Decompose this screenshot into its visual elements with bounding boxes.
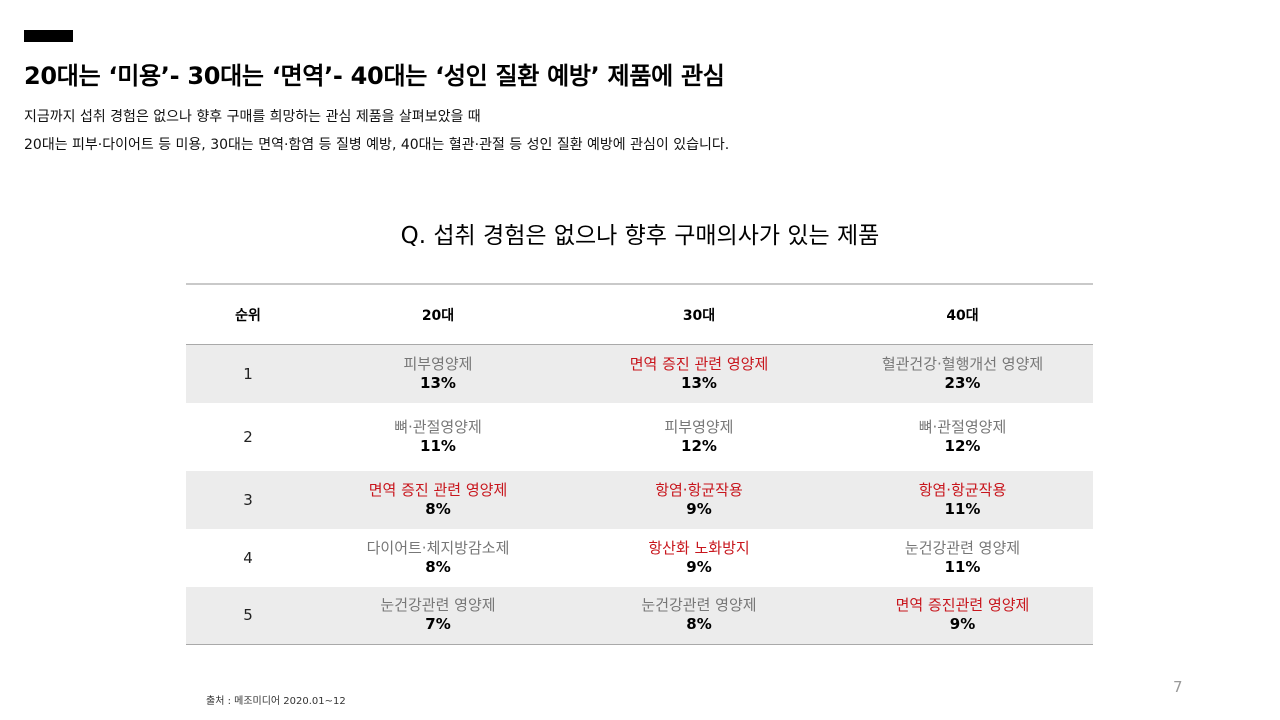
table-row: 1 피부영양제 13% 면역 증진 관련 영양제 13% 혈관건강·혈행개선 영양제 23% [186,344,1093,403]
product-name: 눈건강관련 영양제 [904,538,1021,557]
header-rank: 순위 [186,283,310,345]
product-name: 항산화 노화방지 [648,538,750,557]
header-20s: 20대 [310,283,566,345]
product-name: 항염·항균작용 [655,480,743,499]
product-cell: 면역 증진 관련 영양제 13% [566,344,832,403]
product-cell: 뼈·관절영양제 12% [832,403,1093,471]
description-line-1: 지금까지 섭취 경험은 없으나 향후 구매를 희망하는 관심 제품을 살펴보았을… [24,109,481,125]
product-cell: 눈건강관련 영양제 7% [310,586,566,645]
product-cell: 항산화 노화방지 9% [566,529,832,587]
product-name: 피부영양제 [664,417,734,436]
source-note: 출처 : 메조미디어 2020.01~12 [206,696,346,707]
header-30s: 30대 [566,283,832,345]
table-row: 3 면역 증진 관련 영양제 8% 항염·항균작용 9% 항염·항균작용 11% [186,470,1093,529]
product-name: 혈관건강·혈행개선 영양제 [881,354,1044,373]
header-40s: 40대 [832,283,1093,345]
product-cell: 면역 증진 관련 영양제 8% [310,470,566,529]
product-percent: 23% [944,373,981,392]
ranking-table: 순위 20대 30대 40대 1 피부영양제 13% 면역 증진 관련 영양제 13% 혈… [186,283,1093,645]
table-row: 4 다이어트·체지방감소제 8% 항산화 노화방지 9% 눈건강관련 영양제 11% [186,529,1093,587]
page-title: 20대는 ‘미용’- 30대는 ‘면역’- 40대는 ‘성인 질환 예방’ 제품… [24,62,725,90]
product-name: 뼈·관절영양제 [394,417,482,436]
rank-cell: 2 [243,427,253,446]
product-cell: 다이어트·체지방감소제 8% [310,529,566,587]
product-percent: 8% [425,557,451,576]
title-accent-bar [24,30,73,42]
rank-cell: 1 [186,344,310,403]
product-percent: 9% [686,499,712,518]
product-name: 눈건강관련 영양제 [380,596,496,615]
product-percent: 12% [681,436,717,455]
product-cell: 눈건강관련 영양제 8% [566,586,832,645]
product-name: 눈건강관련 영양제 [641,596,757,615]
product-cell: 뼈·관절영양제 11% [310,403,566,471]
product-cell: 항염·항균작용 9% [566,470,832,529]
product-cell: 피부영양제 13% [310,344,566,403]
product-percent: 11% [420,436,456,455]
product-percent: 9% [949,615,976,634]
rank-cell: 5 [186,586,310,645]
product-cell: 면역 증진관련 영양제 9% [832,586,1093,645]
product-name: 뼈·관절영양제 [918,417,1007,436]
product-name: 면역 증진 관련 영양제 [368,480,508,499]
table-header-row: 순위 20대 30대 40대 [186,283,1093,345]
product-percent: 13% [681,373,717,392]
product-cell: 피부영양제 12% [566,403,832,471]
product-percent: 13% [420,373,456,392]
product-name: 피부영양제 [403,354,473,373]
product-percent: 12% [944,436,981,455]
product-cell: 눈건강관련 영양제 11% [832,529,1093,587]
survey-question: Q. 섭취 경험은 없으나 향후 구매의사가 있는 제품 [400,223,880,249]
table-row: 5 눈건강관련 영양제 7% 눈건강관련 영양제 8% 면역 증진관련 영양제 9% [186,586,1093,645]
rank-cell: 4 [243,548,253,567]
product-percent: 7% [425,615,451,634]
table-row: 2 뼈·관절영양제 11% 피부영양제 12% 뼈·관절영양제 12% [186,403,1093,471]
product-name: 면역 증진 관련 영양제 [629,354,769,373]
product-percent: 11% [944,557,981,576]
product-name: 면역 증진관련 영양제 [895,596,1030,615]
description-line-2: 20대는 피부·다이어트 등 미용, 30대는 면역·함염 등 질병 예방, 4… [24,137,730,153]
product-percent: 9% [686,557,712,576]
page-number: 7 [1173,678,1183,696]
product-cell: 혈관건강·혈행개선 영양제 23% [832,344,1093,403]
product-percent: 8% [686,615,712,634]
rank-cell: 3 [186,470,310,529]
product-cell: 항염·항균작용 11% [832,470,1093,529]
product-percent: 11% [944,499,981,518]
product-percent: 8% [425,499,451,518]
product-name: 항염·항균작용 [918,480,1007,499]
product-name: 다이어트·체지방감소제 [366,538,510,557]
